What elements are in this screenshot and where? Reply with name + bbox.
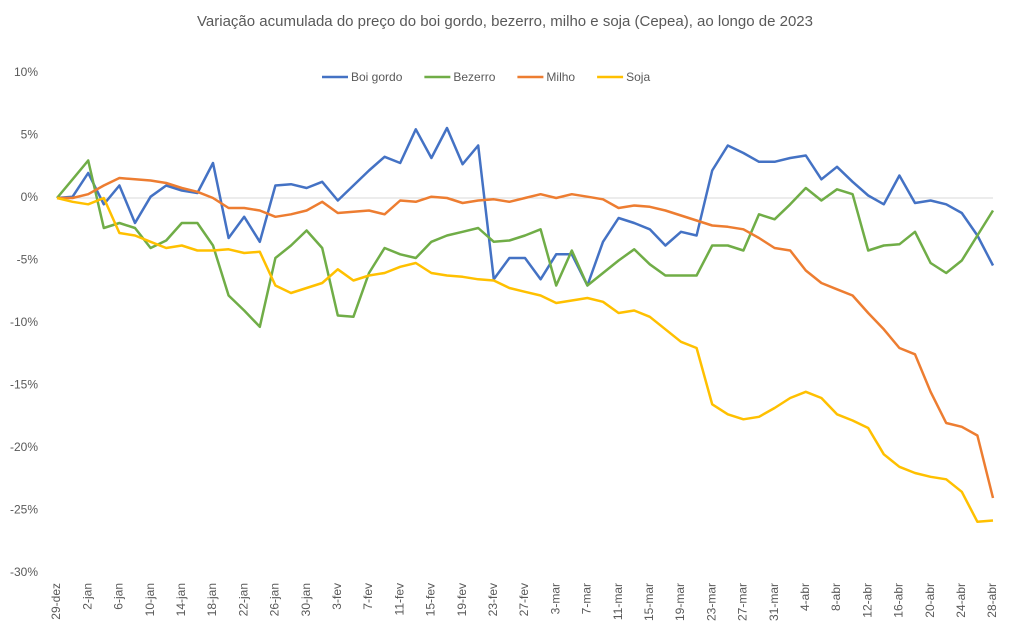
x-tick-label: 4-abr (798, 583, 812, 611)
x-tick-label: 30-jan (299, 583, 313, 616)
x-tick-label: 20-abr (923, 583, 937, 618)
x-tick-label: 15-fev (424, 583, 438, 616)
series-line (56, 196, 994, 524)
x-tick-label: 3-mar (548, 583, 562, 614)
x-tick-label: 27-fev (517, 583, 531, 616)
x-tick-label: 11-fev (392, 583, 406, 615)
x-tick-label: 23-fev (486, 583, 500, 616)
x-tick-label: 28-abr (985, 583, 999, 618)
x-tick-label: 19-fev (455, 583, 469, 616)
x-tick-label: 14-jan (174, 583, 188, 616)
x-tick-label: 12-abr (860, 583, 874, 618)
x-tick-label: 29-dez (49, 583, 63, 620)
y-tick-label: -25% (10, 503, 38, 517)
legend-label: Boi gordo (351, 70, 403, 84)
x-tick-label: 22-jan (236, 583, 250, 616)
y-tick-label: -15% (10, 378, 38, 392)
series-line (56, 159, 995, 329)
y-tick-label: -30% (10, 565, 38, 579)
y-tick-label: -20% (10, 440, 38, 454)
x-tick-label: 7-fev (361, 583, 375, 610)
x-tick-label: 7-mar (580, 583, 594, 614)
x-tick-label: 26-jan (268, 583, 282, 616)
y-tick-label: 0% (21, 190, 39, 204)
x-tick-label: 15-mar (642, 583, 656, 621)
legend-label: Milho (546, 70, 575, 84)
y-tick-label: -10% (10, 315, 38, 329)
x-tick-label: 10-jan (143, 583, 157, 616)
x-tick-label: 18-jan (205, 583, 219, 616)
x-tick-label: 23-mar (704, 583, 718, 621)
x-tick-label: 8-abr (829, 583, 843, 611)
x-tick-label: 11-mar (611, 583, 625, 620)
x-tick-label: 27-mar (736, 583, 750, 621)
x-tick-label: 6-jan (112, 583, 126, 610)
series-line (57, 176, 995, 499)
y-tick-label: 10% (14, 65, 38, 79)
x-tick-label: 31-mar (767, 583, 781, 621)
y-tick-label: -5% (17, 253, 39, 267)
x-tick-label: 19-mar (673, 583, 687, 621)
series-line (56, 126, 995, 287)
x-tick-label: 3-fev (330, 583, 344, 610)
chart-title: Variação acumulada do preço do boi gordo… (197, 13, 813, 30)
x-tick-label: 2-jan (80, 583, 94, 610)
legend-label: Soja (626, 70, 650, 84)
x-tick-label: 24-abr (954, 583, 968, 618)
legend-label: Bezerro (453, 70, 495, 84)
x-tick-label: 16-abr (892, 583, 906, 618)
y-tick-label: 5% (21, 128, 39, 142)
